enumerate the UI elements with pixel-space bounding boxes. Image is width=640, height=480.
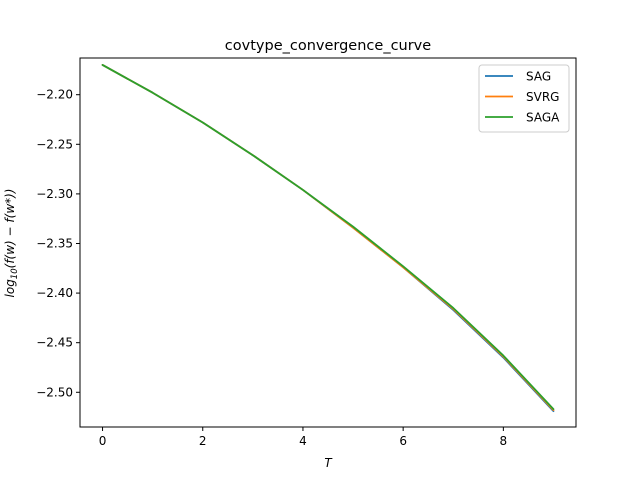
series-line-saga: [101, 64, 555, 411]
y-axis: −2.20 −2.25 −2.30 −2.35 −2.40 −2.45 −2.50: [36, 88, 80, 399]
x-tick-label: 4: [299, 434, 307, 448]
y-tick-label: −2.40: [36, 286, 73, 300]
plot-area: [101, 64, 555, 413]
y-tick-label: −2.35: [36, 236, 73, 250]
y-tick-label: −2.30: [36, 187, 73, 201]
x-axis: 0 2 4 6 8: [99, 427, 507, 448]
legend-label-svrg: SVRG: [526, 90, 559, 104]
x-tick-label: 8: [500, 434, 508, 448]
y-axis-label-main: log: [3, 279, 17, 298]
y-tick-label: −2.45: [36, 336, 73, 350]
legend-label-sag: SAG: [526, 70, 551, 84]
y-tick-label: −2.25: [36, 137, 73, 151]
legend-label-saga: SAGA: [526, 111, 560, 125]
x-tick-label: 0: [99, 434, 107, 448]
x-tick-label: 2: [199, 434, 207, 448]
y-tick-label: −2.50: [36, 385, 73, 399]
x-tick-label: 6: [399, 434, 407, 448]
chart-title: covtype_convergence_curve: [225, 38, 431, 54]
y-tick-label: −2.20: [36, 88, 73, 102]
plot-frame: [79, 57, 577, 428]
y-axis-label-rest: (f(w) − f(w*)): [3, 189, 17, 269]
legend-frame: [478, 64, 570, 133]
y-axis-label-sub: 10: [10, 268, 20, 279]
x-axis-label: T: [324, 456, 333, 470]
legend: SAG SVRG SAGA: [478, 64, 570, 133]
y-axis-label: log10(f(w) − f(w*)): [3, 189, 20, 298]
